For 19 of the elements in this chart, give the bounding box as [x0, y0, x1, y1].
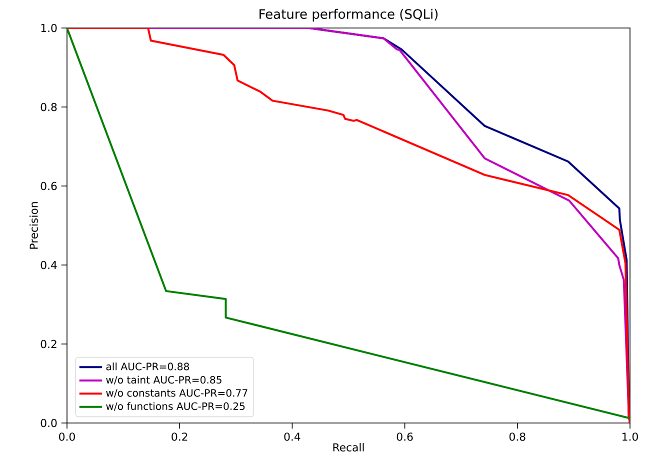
x-tick-label: 0.2 — [172, 432, 188, 441]
x-tick-label: 0.8 — [509, 432, 526, 441]
y-tick-label: 1.0 — [41, 24, 57, 32]
x-tick-label: 0.4 — [284, 432, 300, 441]
legend-label: w/o functions AUC-PR=0.25 — [106, 402, 245, 411]
x-tick-label: 0.0 — [59, 432, 75, 441]
legend-label: w/o taint AUC-PR=0.85 — [106, 376, 222, 384]
y-tick-label: 0.6 — [40, 182, 57, 190]
y-axis-title: Precision — [29, 202, 38, 249]
legend-label: all AUC-PR=0.88 — [106, 362, 190, 370]
chart-title: Feature performance (SQLi) — [260, 8, 438, 22]
y-tick-label: 0.2 — [40, 340, 56, 348]
y-tick-label: 0.8 — [40, 102, 57, 112]
y-tick-label: 0.0 — [40, 418, 57, 428]
x-axis-title: Recall — [333, 443, 364, 452]
legend-label: w/o constants AUC-PR=0.77 — [106, 389, 248, 398]
y-tick-label: 0.4 — [40, 260, 57, 270]
x-tick-label: 1.0 — [622, 432, 638, 441]
x-tick-label: 0.6 — [396, 432, 413, 441]
